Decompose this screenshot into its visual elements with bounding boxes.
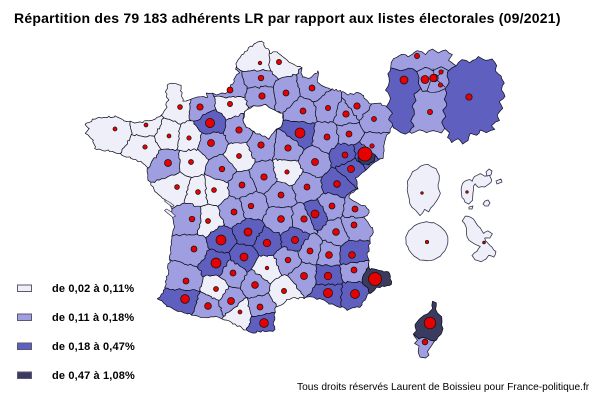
- svg-text:de 0,47 à 1,08%: de 0,47 à 1,08%: [52, 370, 135, 382]
- svg-text:de 0,11 à 0,18%: de 0,11 à 0,18%: [52, 312, 134, 324]
- svg-text:de 0,18 à 0,47%: de 0,18 à 0,47%: [52, 341, 135, 353]
- svg-text:Tous droits réservés Laurent d: Tous droits réservés Laurent de Boissieu…: [297, 382, 590, 393]
- svg-text:Répartition des 79 183 adhéren: Répartition des 79 183 adhérents LR par …: [14, 10, 561, 26]
- svg-text:de 0,02 à 0,11%: de 0,02 à 0,11%: [52, 283, 134, 295]
